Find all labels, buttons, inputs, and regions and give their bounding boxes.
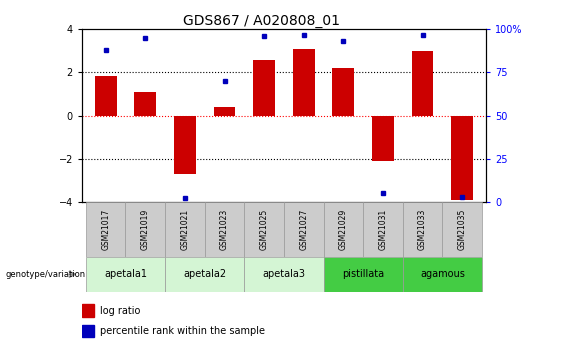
Bar: [165, 257, 244, 292]
Text: GSM21029: GSM21029: [339, 209, 348, 250]
Bar: [442, 202, 482, 257]
Text: GSM21033: GSM21033: [418, 209, 427, 250]
Bar: [125, 202, 165, 257]
Bar: [284, 202, 324, 257]
Bar: [82, 325, 94, 337]
Text: GSM21035: GSM21035: [458, 209, 467, 250]
Bar: [134, 92, 156, 116]
Bar: [244, 257, 324, 292]
Text: GSM21017: GSM21017: [101, 209, 110, 250]
Bar: [324, 202, 363, 257]
Bar: [412, 51, 433, 116]
Text: apetala2: apetala2: [183, 269, 226, 279]
Text: agamous: agamous: [420, 269, 465, 279]
Bar: [253, 59, 275, 116]
Bar: [403, 202, 442, 257]
Bar: [174, 116, 196, 174]
Bar: [95, 76, 116, 116]
Bar: [293, 49, 315, 116]
Bar: [332, 68, 354, 116]
Text: GSM21021: GSM21021: [180, 209, 189, 250]
Text: log ratio: log ratio: [100, 306, 141, 315]
Bar: [244, 202, 284, 257]
Text: GSM21027: GSM21027: [299, 209, 308, 250]
Bar: [205, 202, 244, 257]
Bar: [363, 202, 403, 257]
Text: GSM21023: GSM21023: [220, 209, 229, 250]
Text: apetala3: apetala3: [262, 269, 306, 279]
Text: GDS867 / A020808_01: GDS867 / A020808_01: [183, 14, 340, 28]
Bar: [214, 107, 236, 116]
Bar: [86, 202, 125, 257]
Text: GSM21025: GSM21025: [259, 209, 268, 250]
Text: genotype/variation: genotype/variation: [6, 270, 86, 279]
Bar: [324, 257, 403, 292]
Text: apetala1: apetala1: [104, 269, 147, 279]
Text: GSM21019: GSM21019: [141, 209, 150, 250]
Text: GSM21031: GSM21031: [379, 209, 388, 250]
Bar: [403, 257, 482, 292]
Text: percentile rank within the sample: percentile rank within the sample: [100, 326, 265, 336]
Text: pistillata: pistillata: [342, 269, 384, 279]
Bar: [372, 116, 394, 161]
Bar: [86, 257, 165, 292]
Bar: [451, 116, 473, 200]
Bar: [165, 202, 205, 257]
Bar: [82, 304, 94, 317]
